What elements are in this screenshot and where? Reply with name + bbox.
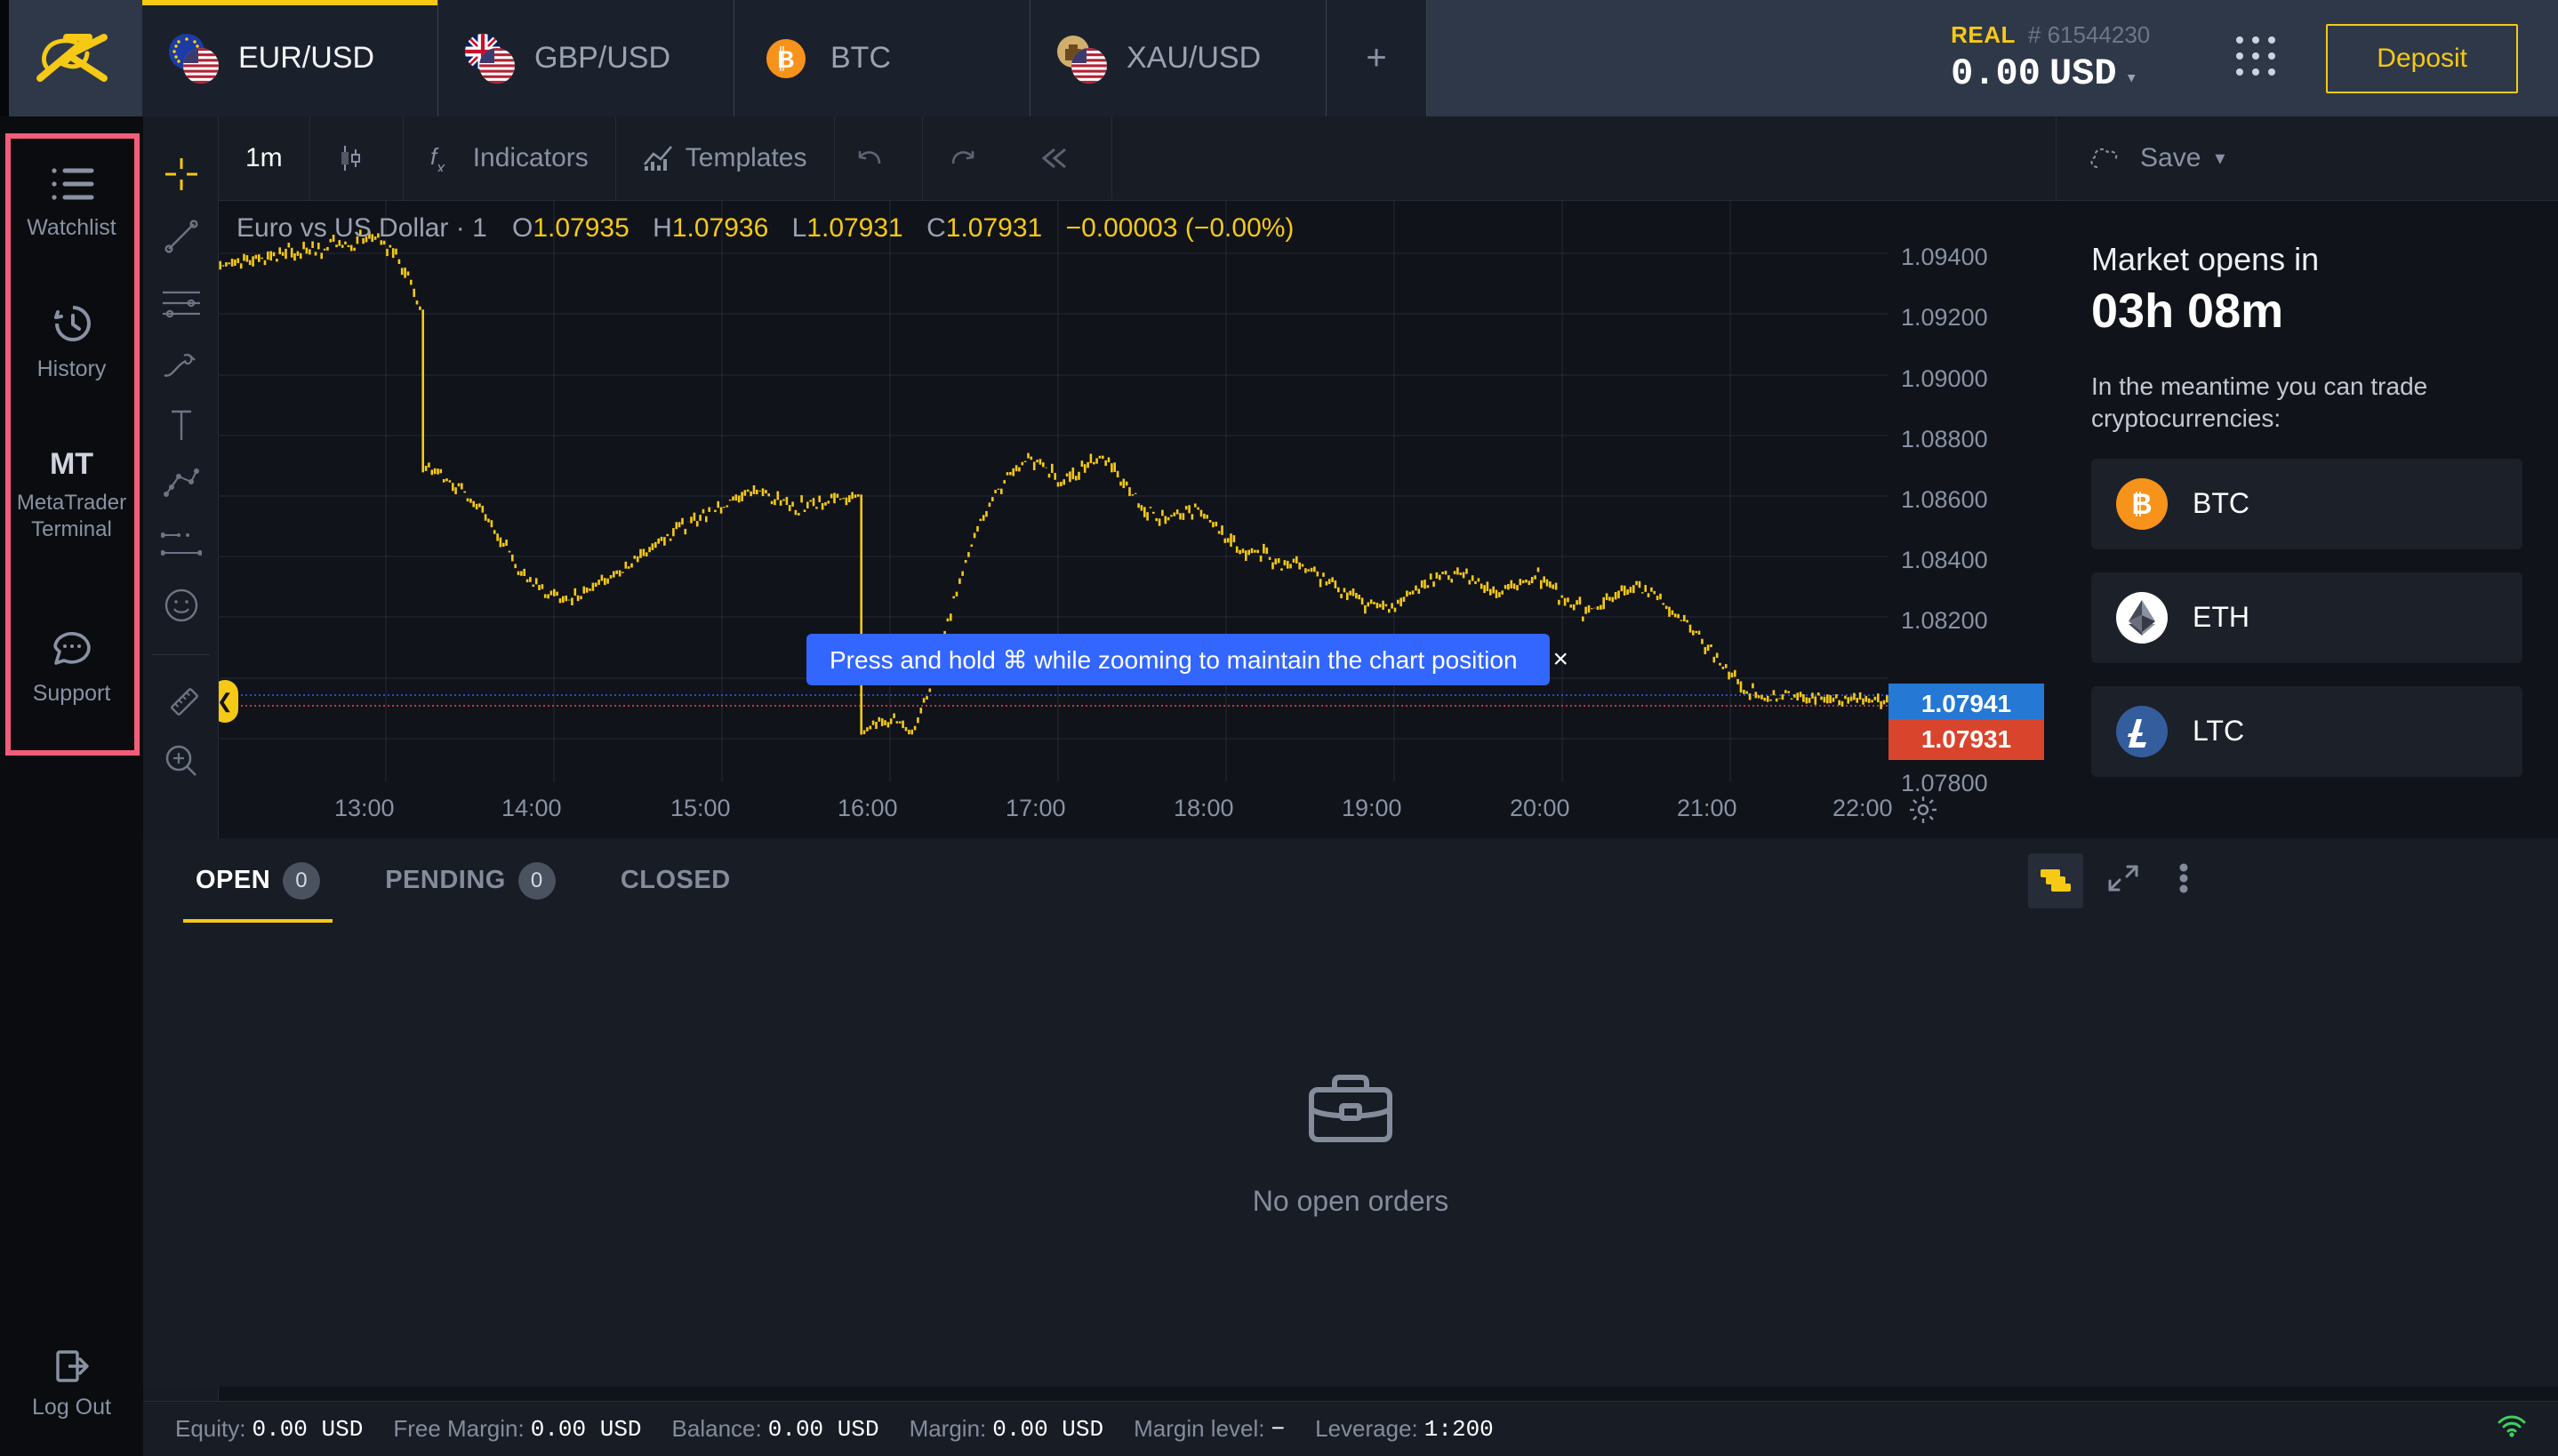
- svg-text:B: B: [777, 46, 795, 73]
- svg-text:B: B: [2131, 488, 2152, 520]
- svg-text:fx: fx: [430, 145, 445, 172]
